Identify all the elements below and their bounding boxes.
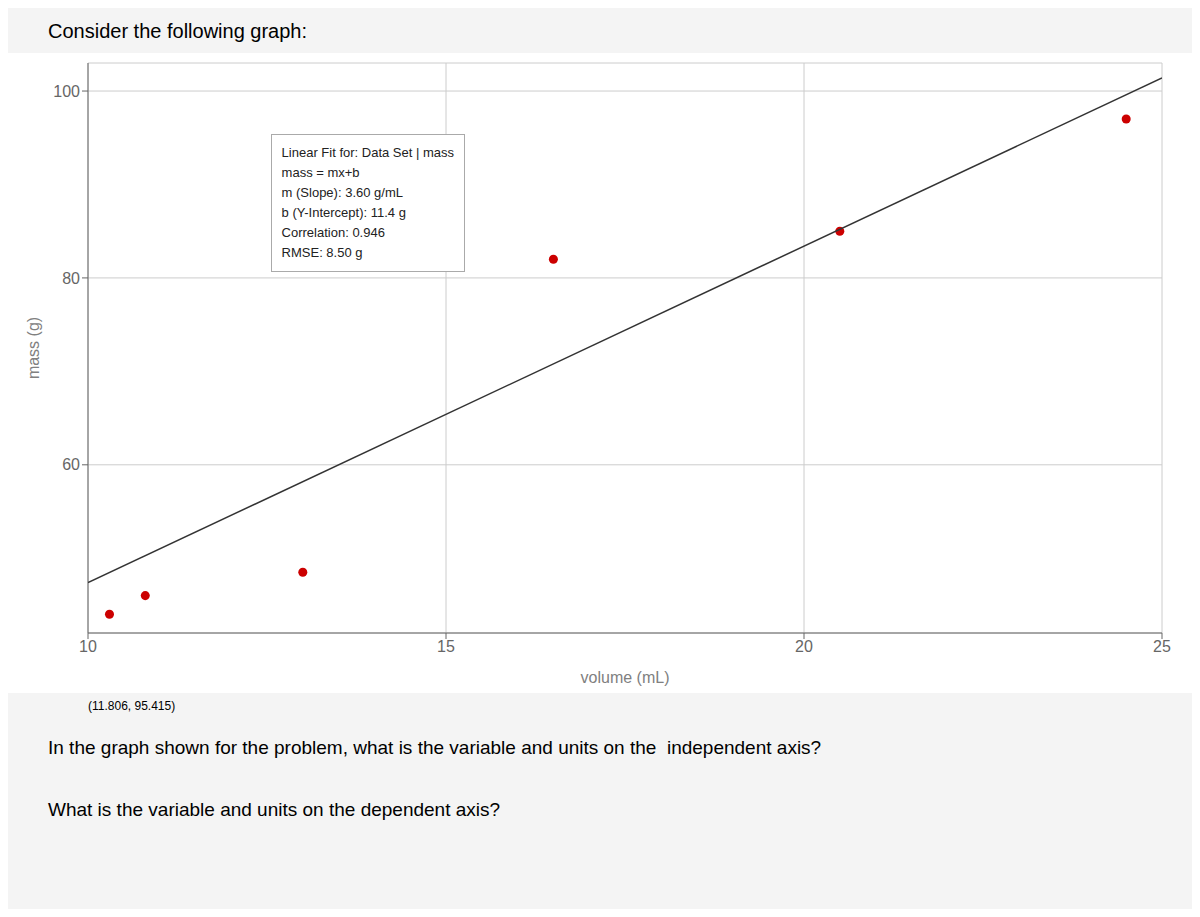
svg-text:100: 100	[53, 83, 80, 100]
svg-text:60: 60	[62, 456, 80, 473]
html-text:(11.806, 95.415): (11.806, 95.415)	[88, 699, 176, 713]
html-text:In the graph shown for the pro: In the graph shown for the problem, what…	[48, 737, 822, 758]
svg-text:25: 25	[1153, 638, 1171, 655]
svg-text:10: 10	[79, 638, 97, 655]
svg-text:mass (g): mass (g)	[25, 317, 42, 379]
svg-text:80: 80	[62, 270, 80, 287]
svg-text:15: 15	[437, 638, 455, 655]
svg-text:volume (mL): volume (mL)	[581, 669, 670, 686]
html-text:What is the variable and units: What is the variable and units on the de…	[48, 799, 501, 820]
html-text:Consider the following graph:: Consider the following graph:	[48, 20, 307, 42]
html-text:Linear Fit for: Data Set | mas: Linear Fit for: Data Set | mass mass = m…	[281, 145, 454, 261]
svg-text:20: 20	[795, 638, 813, 655]
